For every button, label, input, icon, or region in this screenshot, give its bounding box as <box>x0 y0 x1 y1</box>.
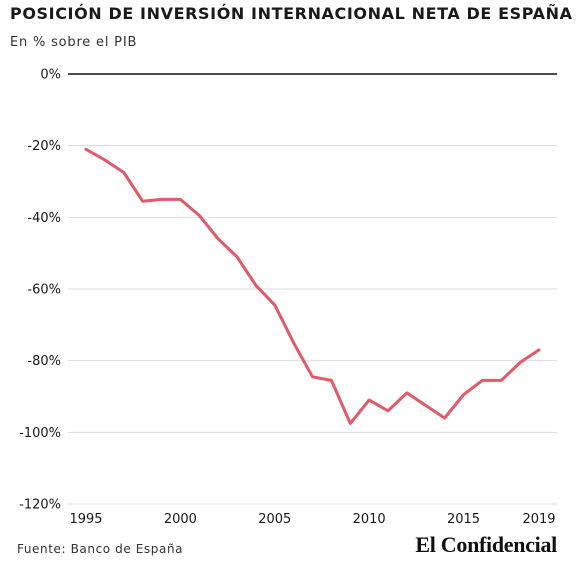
data-point <box>160 198 163 201</box>
series-layer <box>84 147 541 425</box>
line-chart: 0% -20% -40% -60% -80% -100% -120% 1995 2000 200… <box>19 68 557 527</box>
x-tick-label: 1995 <box>69 512 102 527</box>
data-point <box>443 416 446 420</box>
data-point <box>292 341 295 344</box>
data-point <box>254 284 258 287</box>
brand-logo: El Confidencial <box>415 532 557 557</box>
source-note: Fuente: Banco de España <box>17 542 184 556</box>
x-tick-label: 2000 <box>164 512 197 527</box>
data-point <box>84 148 88 151</box>
series-line <box>84 147 541 425</box>
y-axis-ticks: 0% -20% -40% -60% -80% -100% -120% <box>19 68 61 513</box>
data-point <box>311 375 314 378</box>
y-tick-label: -100% <box>19 426 61 441</box>
data-point <box>198 214 201 217</box>
data-point <box>500 379 503 382</box>
data-point <box>330 379 333 382</box>
data-point <box>235 255 239 258</box>
data-point <box>367 398 371 402</box>
data-point <box>386 409 390 413</box>
data-point <box>122 171 125 174</box>
y-tick-label: -20% <box>27 139 61 154</box>
y-tick-label: -80% <box>27 354 61 369</box>
data-point <box>518 361 522 364</box>
data-point <box>349 422 352 425</box>
y-tick-label: -40% <box>27 211 61 226</box>
data-point <box>216 237 220 241</box>
data-point <box>462 393 465 396</box>
data-point <box>273 303 276 307</box>
data-point <box>103 158 107 162</box>
x-tick-label: 2015 <box>447 512 480 527</box>
x-tick-label: 2005 <box>258 512 291 527</box>
chart-title: POSICIÓN DE INVERSIÓN INTERNACIONAL NETA… <box>10 4 573 23</box>
data-point <box>537 348 541 352</box>
y-tick-label: -60% <box>27 283 61 298</box>
x-axis-ticks: 1995 2000 2005 2010 2015 2019 <box>69 512 555 527</box>
x-tick-label: 2010 <box>353 512 386 527</box>
data-point <box>405 391 409 395</box>
data-point <box>179 198 182 201</box>
x-tick-label: 2019 <box>522 512 555 527</box>
chart-subtitle: En % sobre el PIB <box>10 35 138 50</box>
y-tick-label: -120% <box>19 498 61 513</box>
data-point <box>141 200 144 203</box>
y-tick-label: 0% <box>40 68 61 83</box>
data-point <box>481 379 484 382</box>
gridlines <box>68 73 557 505</box>
data-point <box>424 404 427 407</box>
